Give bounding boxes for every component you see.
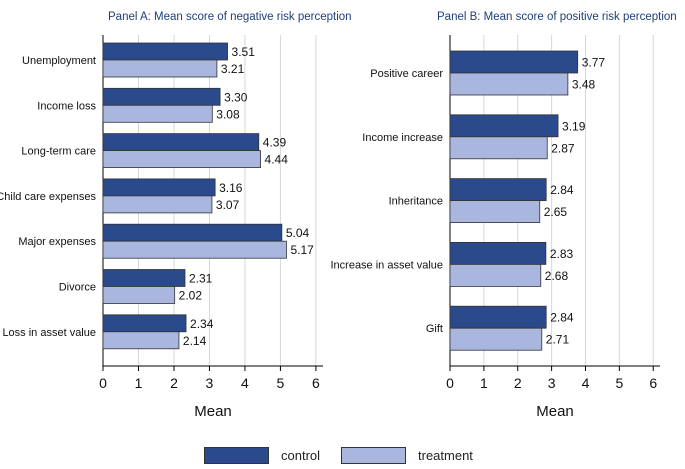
panel-a-x-tick-label: 4 xyxy=(241,375,249,391)
panel-a-category-label: Child care expenses xyxy=(0,191,96,203)
panel-a-value-label: 2.34 xyxy=(190,317,214,331)
panel-b-bar-treatment xyxy=(449,327,543,351)
panel-a-category-label: Loss in asset value xyxy=(2,327,96,339)
panel-a-value-label: 4.44 xyxy=(265,153,289,167)
legend-label-treatment: treatment xyxy=(418,447,473,463)
panel-b-bar-control xyxy=(449,241,547,265)
panel-b-value-label: 2.84 xyxy=(550,183,574,197)
panel-b-bar-control xyxy=(449,50,579,74)
panel-a-bar-control xyxy=(102,42,228,61)
panel-a-bar-treatment xyxy=(102,59,218,78)
panel-a-value-label: 3.51 xyxy=(232,45,256,59)
panel-a-bar-control xyxy=(102,133,260,152)
chart-legend: control treatment xyxy=(0,441,685,469)
panel-a-bar-control xyxy=(102,269,186,287)
panel-a-value-label: 2.14 xyxy=(183,334,207,348)
panel-a-x-tick-label: 2 xyxy=(170,375,178,391)
panel-b-value-label: 2.84 xyxy=(550,311,574,325)
panel-a-bar-treatment xyxy=(102,195,213,214)
panel-b-bar-control xyxy=(449,178,547,202)
panel-b-category-label: Inheritance xyxy=(389,196,443,208)
panel-a-x-tick-label: 6 xyxy=(312,375,320,391)
panel-b-value-label: 2.68 xyxy=(545,269,569,283)
panel-a-bar-treatment xyxy=(102,104,213,123)
panel-a-category-label: Major expenses xyxy=(18,236,96,248)
panel-a-bar-treatment xyxy=(102,150,261,169)
panel-a-value-label: 3.30 xyxy=(224,90,248,104)
panel-a-bar-control xyxy=(102,178,216,197)
panel-b-bar-treatment xyxy=(449,263,542,287)
legend-swatch-control xyxy=(204,446,269,464)
panel-b-value-label: 3.77 xyxy=(582,56,606,70)
panel-a-value-label: 5.17 xyxy=(290,243,314,257)
panel-a-value-label: 2.02 xyxy=(179,289,203,303)
panel-a-x-tick-label: 0 xyxy=(99,375,107,391)
panel-b-value-label: 2.83 xyxy=(550,247,574,261)
legend-label-control: control xyxy=(281,447,321,463)
panel-a-value-label: 4.39 xyxy=(263,136,287,150)
panel-b-bar-treatment xyxy=(449,72,569,96)
panel-b-bar-treatment xyxy=(449,136,548,160)
panel-b-value-label: 3.48 xyxy=(572,78,596,92)
panel-a-category-label: Income loss xyxy=(37,100,96,112)
panel-a-bar-treatment xyxy=(102,240,287,259)
panel-b-x-tick-label: 3 xyxy=(548,375,556,391)
panel-a-bar-control xyxy=(102,223,283,242)
panel-a-category-label: Divorce xyxy=(59,282,96,294)
panel-a-x-axis-label: Mean xyxy=(194,403,232,420)
panel-a-title: Panel A: Mean score of negative risk per… xyxy=(108,11,352,23)
panel-b-value-label: 2.87 xyxy=(551,141,575,155)
panel-a-x-tick-label: 5 xyxy=(277,375,285,391)
panel-b-value-label: 3.19 xyxy=(562,119,586,133)
panel-a-value-label: 3.16 xyxy=(219,181,243,195)
panel-b-x-tick-label: 0 xyxy=(446,375,454,391)
panel-a-value-label: 2.31 xyxy=(189,272,213,286)
panel-a-value-label: 3.21 xyxy=(221,62,245,76)
panel-b-x-tick-label: 4 xyxy=(582,375,590,391)
panel-a-bar-control xyxy=(102,87,221,106)
panel-b-category-label: Income increase xyxy=(362,132,443,144)
panel-a-bar-control xyxy=(102,314,187,333)
legend-swatch-treatment xyxy=(341,446,406,464)
panel-a-category-label: Long-term care xyxy=(21,146,96,158)
panel-b-bar-control xyxy=(449,114,559,138)
panel-b-x-tick-label: 6 xyxy=(649,375,657,391)
panel-b-value-label: 2.71 xyxy=(546,333,570,347)
panel-a-value-label: 3.08 xyxy=(216,107,240,121)
panel-b-bar-control xyxy=(449,305,547,329)
panel-b-category-label: Gift xyxy=(426,323,443,335)
panel-b-title: Panel B: Mean score of positive risk per… xyxy=(437,11,677,23)
panel-a-value-label: 3.07 xyxy=(216,198,240,212)
panel-a-category-label: Unemployment xyxy=(22,55,96,67)
panel-b-value-label: 2.65 xyxy=(544,205,568,219)
panel-b-x-tick-label: 2 xyxy=(514,375,522,391)
panel-b-bar-treatment xyxy=(449,200,541,224)
panel-a-value-label: 5.04 xyxy=(286,226,310,240)
panel-a-x-tick-label: 3 xyxy=(206,375,214,391)
legend-item-control: control xyxy=(204,445,320,465)
panel-a-x-tick-label: 1 xyxy=(135,375,143,391)
legend-item-treatment: treatment xyxy=(341,445,473,465)
panel-b-category-label: Increase in asset value xyxy=(330,259,443,271)
panel-b-x-tick-label: 1 xyxy=(480,375,488,391)
panel-a-bar-treatment xyxy=(102,286,176,304)
panel-b-category-label: Positive career xyxy=(370,68,443,80)
panel-b-x-tick-label: 5 xyxy=(615,375,623,391)
panel-a-bar-treatment xyxy=(102,331,180,350)
panel-b-x-axis-label: Mean xyxy=(536,403,574,420)
